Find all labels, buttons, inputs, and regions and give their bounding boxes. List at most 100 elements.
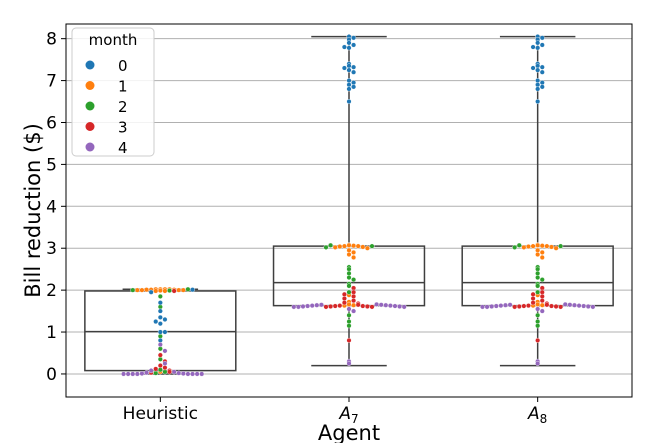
data-point-A8-month-4 [539,308,545,314]
data-point-A7-month-1 [355,243,361,249]
x-tick-label-subscript: 7 [351,412,359,426]
y-tick-label: 2 [46,281,57,301]
data-point-A7-month-0 [341,44,347,50]
data-point-A7-month-3 [346,337,352,343]
data-point-A8-month-4 [484,304,490,310]
data-point-A7-month-3 [332,303,338,309]
y-tick-label: 8 [46,30,57,50]
data-point-Heuristic-month-4 [139,371,145,377]
data-point-A8-month-4 [489,303,495,309]
x-tick-label-base: A [527,404,540,424]
data-point-Heuristic-month-2 [162,369,168,375]
data-point-A7-month-0 [346,63,352,69]
data-point-A7-month-1 [351,254,357,260]
data-point-A7-month-3 [351,298,357,304]
legend-label-month-3: 3 [118,119,128,137]
data-point-A7-month-1 [346,247,352,253]
data-point-A8-month-2 [535,319,541,325]
data-point-A8-month-4 [498,303,504,309]
data-point-A8-month-1 [539,243,545,249]
data-point-A7-month-2 [346,283,352,289]
data-point-A8-month-1 [525,244,531,250]
data-point-A8-month-4 [585,303,591,309]
data-point-Heuristic-month-2 [157,304,163,310]
data-point-A8-month-2 [535,323,541,329]
data-point-A8-month-2 [558,243,564,249]
data-point-A8-month-1 [539,302,545,308]
data-point-A7-month-4 [346,306,352,312]
data-point-A7-month-2 [351,277,357,283]
data-point-A7-month-4 [374,301,380,307]
data-point-A7-month-4 [392,303,398,309]
data-point-A8-month-2 [516,242,522,248]
data-point-Heuristic-month-0 [162,329,168,335]
data-point-Heuristic-month-4 [180,371,186,377]
data-point-Heuristic-month-4 [134,371,140,377]
swarm-points [121,34,596,377]
data-point-A7-month-3 [323,304,329,310]
legend-marker-month-3 [85,122,95,131]
data-point-A7-month-0 [351,64,357,70]
data-point-A7-month-3 [337,303,343,309]
y-tick-label: 5 [46,155,57,175]
data-point-Heuristic-month-4 [199,371,205,377]
data-point-Heuristic-month-0 [157,321,163,327]
data-point-A8-month-4 [535,306,541,312]
data-point-A7-month-0 [346,45,352,51]
data-point-A8-month-1 [548,244,554,250]
data-point-A7-month-3 [369,304,375,310]
y-tick-label: 4 [46,197,57,217]
data-point-A7-month-4 [378,302,384,308]
data-point-A7-month-4 [383,302,389,308]
data-point-Heuristic-month-2 [167,288,173,294]
data-point-A7-month-4 [305,303,311,309]
data-point-A7-month-2 [369,243,375,249]
data-point-A8-month-0 [539,84,545,90]
data-point-A7-month-4 [295,304,301,310]
data-point-Heuristic-month-4 [148,368,154,374]
data-point-A7-month-2 [346,270,352,276]
data-point-A7-month-4 [300,303,306,309]
data-point-Heuristic-month-1 [134,287,140,293]
data-point-A8-month-4 [493,303,499,309]
data-point-A7-month-1 [341,243,347,249]
data-point-A8-month-0 [535,40,541,46]
data-point-Heuristic-month-2 [157,367,163,373]
data-point-Heuristic-month-0 [153,319,159,325]
data-point-A7-month-0 [351,69,357,75]
data-point-A8-month-3 [558,304,564,310]
data-point-Heuristic-month-4 [190,371,196,377]
data-point-A8-month-0 [539,80,545,86]
data-point-A7-month-0 [346,82,352,88]
data-point-Heuristic-month-4 [121,371,127,377]
data-point-A8-month-0 [535,82,541,88]
data-point-A8-month-1 [521,244,527,250]
data-point-Heuristic-month-1 [153,288,159,294]
data-point-Heuristic-month-4 [176,370,182,376]
data-point-A8-month-2 [535,289,541,295]
y-tick-label: 1 [46,323,57,343]
data-point-Heuristic-month-0 [190,287,196,293]
y-tick-label: 6 [46,113,57,133]
data-point-A7-month-0 [351,42,357,48]
data-point-A8-month-4 [507,302,513,308]
data-point-A8-month-0 [535,99,541,105]
data-point-A8-month-1 [553,245,559,251]
data-point-A7-month-1 [332,244,338,250]
data-point-A8-month-4 [567,302,573,308]
data-point-Heuristic-month-4 [171,369,177,375]
data-point-A7-month-0 [346,86,352,92]
legend-marker-month-2 [85,101,95,111]
data-point-Heuristic-month-4 [194,371,200,377]
data-point-A8-month-0 [539,35,545,41]
legend-marker-month-1 [85,81,95,90]
data-point-A7-month-1 [351,249,357,255]
data-point-A8-month-3 [539,285,545,291]
data-point-A8-month-4 [479,304,485,310]
data-point-A7-month-3 [341,291,347,297]
x-tick-label-subscript: 8 [540,412,548,426]
data-point-A8-month-1 [544,243,550,249]
data-point-Heuristic-month-3 [157,352,163,358]
x-tick-label: Heuristic [123,404,198,424]
data-point-Heuristic-month-4 [162,360,168,366]
